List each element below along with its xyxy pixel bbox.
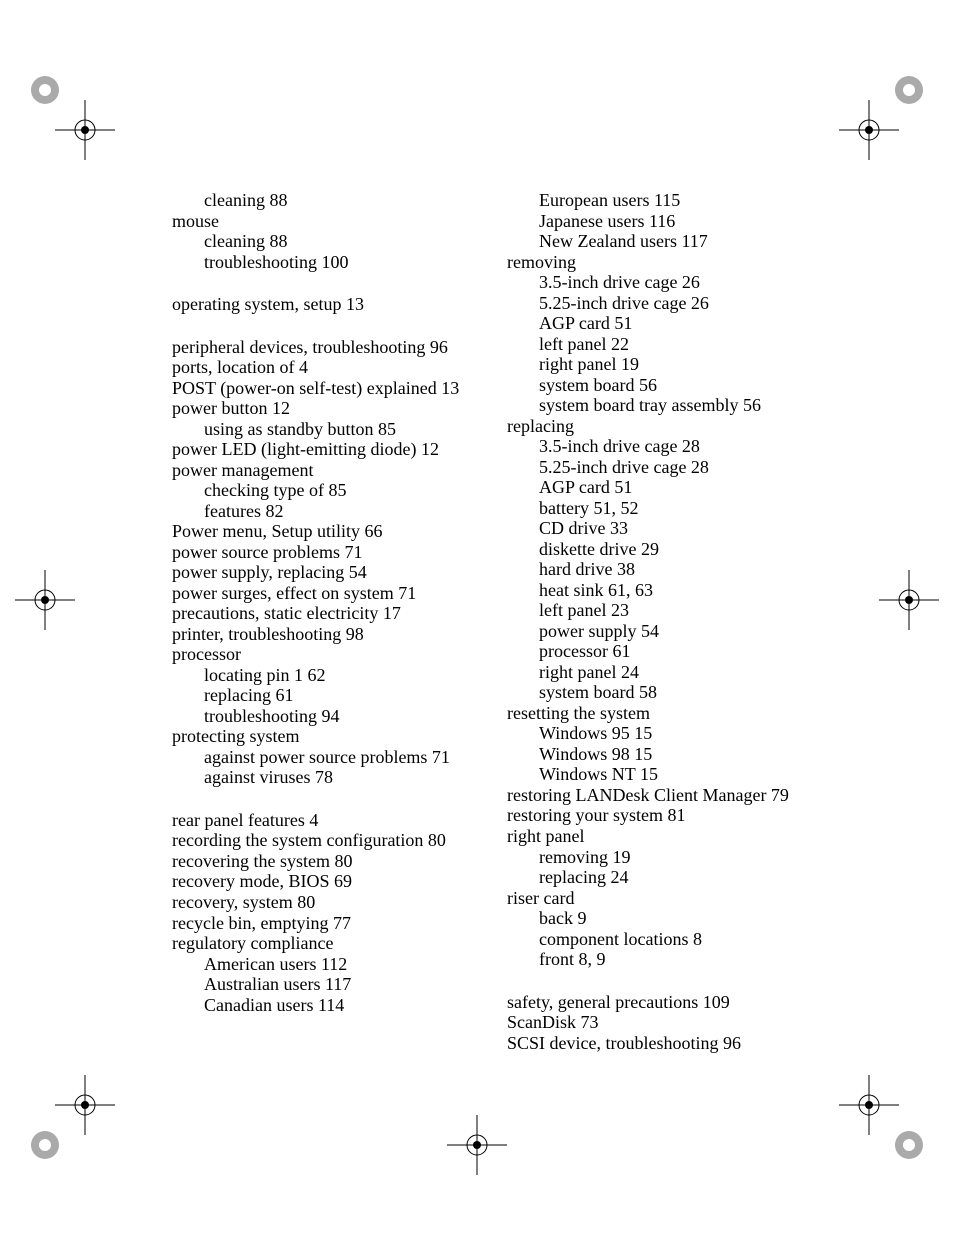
register-mark-icon — [839, 1075, 899, 1135]
index-subentry: cleaning 88 — [172, 190, 477, 211]
index-subentry: heat sink 61, 63 — [507, 580, 812, 601]
index-entry: restoring LANDesk Client Manager 79 — [507, 785, 812, 806]
index-entry: recovering the system 80 — [172, 851, 477, 872]
index-entry: power management — [172, 460, 477, 481]
index-entry: power button 12 — [172, 398, 477, 419]
index-subentry: locating pin 1 62 — [172, 665, 477, 686]
index-subentry: left panel 22 — [507, 334, 812, 355]
index-subentry: troubleshooting 94 — [172, 706, 477, 727]
index-subentry: New Zealand users 117 — [507, 231, 812, 252]
index-subentry: cleaning 88 — [172, 231, 477, 252]
index-entry: regulatory compliance — [172, 933, 477, 954]
index-subentry: 3.5-inch drive cage 26 — [507, 272, 812, 293]
index-entry: right panel — [507, 826, 812, 847]
index-subentry: diskette drive 29 — [507, 539, 812, 560]
index-subentry: Australian users 117 — [172, 974, 477, 995]
index-subentry: against power source problems 71 — [172, 747, 477, 768]
index-subentry: replacing 24 — [507, 867, 812, 888]
index-subentry: replacing 61 — [172, 685, 477, 706]
index-subentry: checking type of 85 — [172, 480, 477, 501]
index-entry: mouse — [172, 211, 477, 232]
index-entry: operating system, setup 13 — [172, 294, 477, 315]
index-subentry: 5.25-inch drive cage 28 — [507, 457, 812, 478]
index-entry: ScanDisk 73 — [507, 1012, 812, 1033]
index-entry: recovery mode, BIOS 69 — [172, 871, 477, 892]
index-entry: processor — [172, 644, 477, 665]
index-entry: ports, location of 4 — [172, 357, 477, 378]
index-subentry: AGP card 51 — [507, 477, 812, 498]
index-entry: POST (power-on self-test) explained 13 — [172, 378, 477, 399]
index-subentry: Japanese users 116 — [507, 211, 812, 232]
register-mark-icon — [55, 100, 115, 160]
index-entry: power LED (light-emitting diode) 12 — [172, 439, 477, 460]
index-entry: replacing — [507, 416, 812, 437]
index-subentry: front 8, 9 — [507, 949, 812, 970]
index-subentry: European users 115 — [507, 190, 812, 211]
register-mark-icon — [55, 1075, 115, 1135]
index-entry: peripheral devices, troubleshooting 96 — [172, 337, 477, 358]
index-subentry: AGP card 51 — [507, 313, 812, 334]
index-subentry: Windows 95 15 — [507, 723, 812, 744]
index-entry: rear panel features 4 — [172, 810, 477, 831]
index-subentry: Windows 98 15 — [507, 744, 812, 765]
index-subentry: battery 51, 52 — [507, 498, 812, 519]
index-entry: power source problems 71 — [172, 542, 477, 563]
register-mark-icon — [15, 570, 75, 630]
index-subentry: right panel 19 — [507, 354, 812, 375]
index-subentry: 5.25-inch drive cage 26 — [507, 293, 812, 314]
register-mark-icon — [839, 100, 899, 160]
index-entry: Power menu, Setup utility 66 — [172, 521, 477, 542]
index-subentry: 3.5-inch drive cage 28 — [507, 436, 812, 457]
index-subentry: hard drive 38 — [507, 559, 812, 580]
index-subentry: power supply 54 — [507, 621, 812, 642]
index-entry: removing — [507, 252, 812, 273]
index-left-column: cleaning 88mousecleaning 88troubleshooti… — [172, 190, 477, 1053]
index-subentry: processor 61 — [507, 641, 812, 662]
index-content: cleaning 88mousecleaning 88troubleshooti… — [172, 190, 812, 1053]
register-mark-icon — [447, 1115, 507, 1175]
index-entry: recycle bin, emptying 77 — [172, 913, 477, 934]
index-subentry: Windows NT 15 — [507, 764, 812, 785]
index-entry: safety, general precautions 109 — [507, 992, 812, 1013]
index-entry: power surges, effect on system 71 — [172, 583, 477, 604]
index-subentry: Canadian users 114 — [172, 995, 477, 1016]
index-subentry: system board tray assembly 56 — [507, 395, 812, 416]
register-mark-icon — [879, 570, 939, 630]
index-subentry: component locations 8 — [507, 929, 812, 950]
index-subentry: troubleshooting 100 — [172, 252, 477, 273]
index-subentry: system board 56 — [507, 375, 812, 396]
index-entry: power supply, replacing 54 — [172, 562, 477, 583]
index-subentry: CD drive 33 — [507, 518, 812, 539]
index-entry: protecting system — [172, 726, 477, 747]
index-subentry: using as standby button 85 — [172, 419, 477, 440]
index-right-column: European users 115Japanese users 116New … — [507, 190, 812, 1053]
index-entry: printer, troubleshooting 98 — [172, 624, 477, 645]
index-subentry: system board 58 — [507, 682, 812, 703]
index-entry: recording the system configuration 80 — [172, 830, 477, 851]
index-subentry: right panel 24 — [507, 662, 812, 683]
index-entry: restoring your system 81 — [507, 805, 812, 826]
index-entry: SCSI device, troubleshooting 96 — [507, 1033, 812, 1054]
index-subentry: back 9 — [507, 908, 812, 929]
index-entry: precautions, static electricity 17 — [172, 603, 477, 624]
index-subentry: American users 112 — [172, 954, 477, 975]
index-subentry: removing 19 — [507, 847, 812, 868]
index-entry: resetting the system — [507, 703, 812, 724]
index-subentry: against viruses 78 — [172, 767, 477, 788]
index-subentry: left panel 23 — [507, 600, 812, 621]
index-entry: riser card — [507, 888, 812, 909]
index-entry: recovery, system 80 — [172, 892, 477, 913]
index-subentry: features 82 — [172, 501, 477, 522]
